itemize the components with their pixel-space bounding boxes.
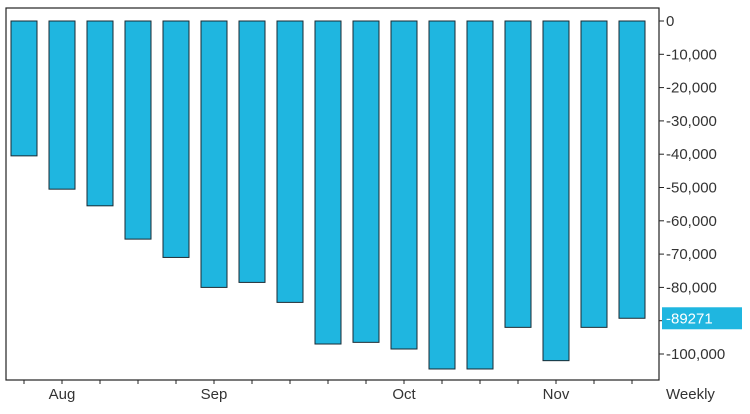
y-tick-label: -70,000 [666,246,717,263]
bar [10,20,38,157]
y-tick-label: -50,000 [666,180,717,197]
y-tick-label: -30,000 [666,113,717,130]
y-tick-label: -20,000 [666,80,717,97]
bar [238,20,266,283]
bar [466,20,494,370]
y-tick-label: -80,000 [666,279,717,296]
bar [200,20,228,288]
y-tick-label: -40,000 [666,146,717,163]
y-tick-label: -60,000 [666,213,717,230]
last-value-label: -89271 [666,310,713,327]
bar [314,20,342,345]
bar [542,20,570,362]
bar [618,20,646,319]
bar [86,20,114,207]
y-tick-label: 0 [666,13,674,30]
bar [276,20,304,303]
x-axis: Aug Sep Oct Nov Weekly [23,380,715,403]
bar [162,20,190,258]
period-label: Weekly [666,386,715,403]
last-value-marker: -89271 [662,307,742,330]
y-tick-label: -100,000 [666,346,725,363]
x-month-label: Aug [49,386,76,403]
bars-layer [10,20,646,370]
y-tick-label: -10,000 [666,46,717,63]
bar [48,20,76,190]
bar [124,20,152,240]
x-month-label: Nov [543,386,570,403]
x-month-label: Oct [392,386,416,403]
bar [580,20,608,328]
x-month-label: Sep [201,386,228,403]
bar [390,20,418,350]
bar [352,20,380,343]
last-value-box [662,307,742,330]
bar [504,20,532,328]
bar [428,20,456,370]
